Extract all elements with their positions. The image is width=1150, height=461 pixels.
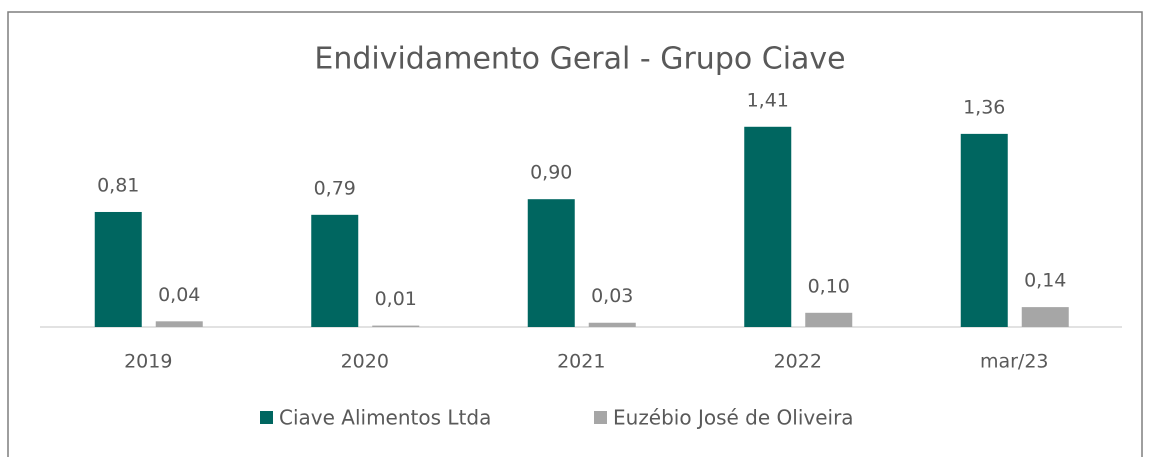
data-label: 0,04 [158, 284, 200, 306]
bar [960, 133, 1008, 327]
x-tick-label: 2020 [341, 351, 389, 373]
bar [805, 312, 853, 327]
data-label: 0,03 [591, 285, 633, 307]
bar [588, 322, 636, 327]
chart-title: Endividamento Geral - Grupo Ciave [314, 42, 845, 77]
bar [155, 321, 203, 327]
x-tick-label: 2021 [557, 351, 605, 373]
data-label: 0,81 [97, 174, 139, 196]
x-tick-label: 2019 [124, 351, 172, 373]
data-label: 0,14 [1024, 270, 1066, 292]
data-label: 0,79 [314, 177, 356, 199]
data-label: 0,01 [375, 288, 417, 310]
bar [372, 325, 420, 327]
x-tick-label: 2022 [774, 351, 822, 373]
bar [1021, 307, 1069, 327]
bar [744, 126, 792, 327]
bar [94, 211, 142, 327]
bar [527, 199, 575, 327]
data-label: 0,90 [530, 162, 572, 184]
data-label: 1,41 [747, 89, 789, 111]
legend-swatch [260, 411, 273, 424]
chart-frame [7, 11, 1143, 461]
legend-swatch [594, 411, 607, 424]
x-tick-label: mar/23 [980, 351, 1049, 373]
legend-label: Ciave Alimentos Ltda [279, 406, 491, 430]
data-label: 1,36 [963, 96, 1005, 118]
data-label: 0,10 [808, 275, 850, 297]
bar [311, 214, 359, 327]
legend-label: Euzébio José de Oliveira [613, 406, 854, 430]
